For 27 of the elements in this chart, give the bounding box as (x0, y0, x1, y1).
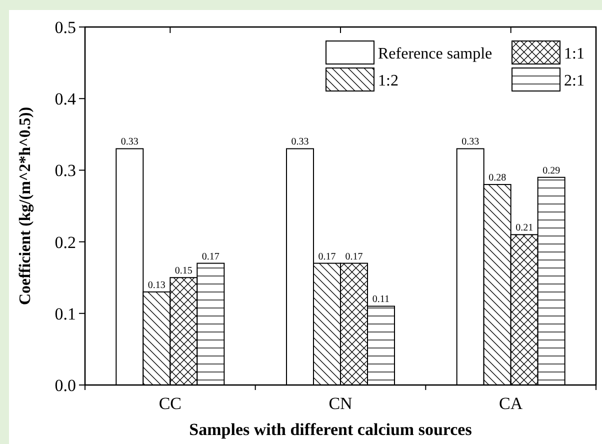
y-tick-label: 0.0 (54, 376, 76, 395)
data-label: 0.28 (488, 172, 506, 184)
data-label: 0.33 (120, 136, 138, 148)
data-label: 0.29 (542, 165, 560, 176)
data-label: 0.17 (345, 251, 363, 262)
y-tick-label: 0.4 (54, 90, 76, 109)
x-tick-label: CA (499, 394, 524, 413)
data-label: 0.11 (372, 294, 390, 306)
y-axis-title: Coefficient (kg/(m^2*h^0.5)) (17, 106, 34, 306)
data-label: 0.33 (291, 136, 309, 148)
x-tick-label: CC (158, 394, 182, 413)
x-tick-label: CN (328, 394, 352, 413)
x-axis-title: Samples with different calcium sources (189, 420, 472, 439)
legend-label: 2:1 (564, 72, 584, 90)
legend-label: Reference sample (378, 46, 492, 63)
data-label: 0.21 (516, 222, 534, 234)
data-label: 0.17 (202, 251, 220, 262)
data-label: 0.15 (174, 266, 192, 277)
data-label: 0.13 (148, 280, 166, 291)
y-tick-label: 0.2 (54, 232, 76, 252)
data-label: 0.33 (462, 136, 480, 148)
legend-label: 1:1 (564, 46, 584, 63)
y-tick-label: 0.5 (54, 18, 76, 37)
y-tick-label: 0.1 (54, 304, 76, 324)
y-tick-label: 0.3 (54, 161, 76, 180)
data-label: 0.17 (318, 251, 336, 262)
legend-label: 1:2 (378, 72, 398, 90)
